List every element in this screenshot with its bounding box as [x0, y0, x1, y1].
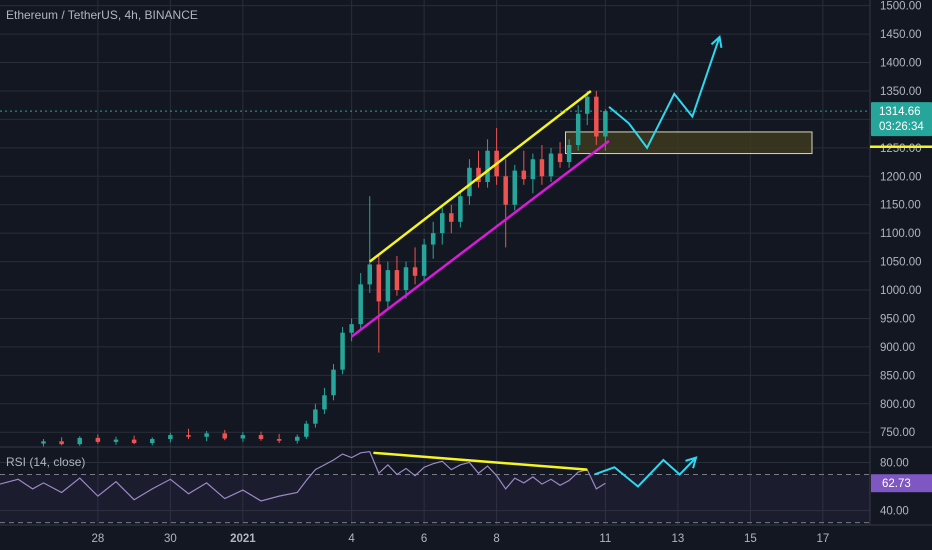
rsi-tick-label: 80.00	[880, 457, 909, 469]
price-tick-label: 950.00	[880, 313, 915, 325]
candle-body	[394, 270, 400, 291]
candle-body	[603, 111, 608, 137]
candle-body	[240, 435, 246, 439]
price-tick-label: 1150.00	[880, 200, 921, 212]
rsi-band-fill	[0, 474, 870, 523]
candle-body	[41, 441, 46, 444]
candle-body	[358, 284, 363, 325]
forecast-path	[608, 36, 721, 150]
candle-body	[322, 395, 327, 410]
candle-body	[304, 423, 309, 437]
candle-body	[77, 437, 82, 445]
candle-body	[412, 267, 418, 276]
time-tick-label: 11	[599, 533, 611, 545]
candle-body	[557, 153, 563, 163]
candle-body	[548, 153, 554, 177]
candle-body	[150, 439, 155, 444]
candle-body	[331, 369, 336, 396]
price-tick-label: 900.00	[880, 342, 915, 354]
time-tick-label: 8	[493, 533, 499, 545]
price-tick-label: 750.00	[880, 427, 915, 439]
price-tick-label: 1500.00	[880, 1, 922, 13]
price-tick-label: 1000.00	[880, 285, 922, 297]
price-tick-label: 1350.00	[880, 86, 922, 98]
candle-body	[503, 176, 508, 205]
candle-body	[376, 264, 382, 302]
candle-body	[449, 213, 454, 222]
rsi-value-label-bg	[871, 474, 932, 493]
time-tick-label: 17	[816, 533, 829, 545]
candle-body	[168, 435, 173, 440]
candle-body	[403, 267, 409, 291]
candle-body	[186, 435, 191, 437]
rsi-value-label: 62.73	[882, 478, 911, 490]
candle-body	[204, 433, 209, 437]
forecast-arrowhead	[710, 34, 723, 48]
price-tick-label: 1450.00	[880, 29, 922, 41]
candle-body	[349, 324, 354, 333]
price-tick-label: 1050.00	[880, 257, 922, 269]
candle-body	[566, 145, 572, 163]
price-tick-label: 850.00	[880, 370, 915, 382]
time-tick-label: 2021	[230, 533, 256, 545]
candle-body	[430, 233, 436, 245]
candle-body	[95, 437, 101, 442]
candle-body	[367, 264, 372, 285]
price-tick-label: 800.00	[880, 399, 915, 411]
candle-body	[530, 159, 536, 180]
candle-body	[585, 96, 590, 114]
time-tick-label: 4	[348, 533, 355, 545]
candle-body	[131, 439, 137, 444]
symbol-legend: Ethereum / TetherUS, 4h, BINANCE	[6, 8, 198, 22]
price-tick-label: 1400.00	[880, 58, 922, 70]
time-tick-label: 15	[744, 533, 757, 545]
candle-body	[385, 270, 391, 302]
time-tick-label: 30	[164, 533, 177, 545]
rsi-divergence-line	[373, 451, 588, 471]
rsi-tick-label: 40.00	[880, 506, 909, 518]
candle-body	[485, 150, 490, 182]
last-price-label: 1314.66	[879, 106, 921, 118]
candle-body	[295, 436, 300, 441]
candle-body	[313, 409, 318, 424]
rsi-forecast-arrowhead	[685, 456, 698, 469]
candle-body	[59, 441, 64, 445]
price-tick-label: 1100.00	[880, 228, 921, 240]
channel-lower-line	[350, 140, 610, 338]
time-tick-label: 13	[671, 533, 684, 545]
rsi-line	[0, 450, 606, 502]
candle-body	[521, 170, 527, 180]
candle-body	[440, 213, 445, 234]
candle-body	[458, 196, 463, 222]
rsi-forecast-path	[594, 456, 697, 488]
candle-body	[575, 113, 581, 146]
candle-body	[476, 167, 481, 182]
candle-body	[276, 439, 282, 441]
channel-upper-line	[368, 90, 592, 263]
price-tick-label: 1200.00	[880, 171, 922, 183]
candle-body	[594, 96, 599, 137]
candle-body	[421, 244, 427, 276]
candle-body	[512, 170, 517, 205]
time-tick-label: 6	[421, 533, 427, 545]
price-tick-label: 1250.00	[880, 143, 922, 155]
demand-zone-box	[565, 131, 813, 155]
candle-body	[113, 439, 119, 442]
time-tick-label: 28	[91, 533, 104, 545]
candle-body	[258, 435, 264, 440]
countdown-label: 03:26:34	[879, 121, 924, 133]
candle-body	[539, 159, 545, 177]
candle-body	[467, 167, 472, 197]
last-price-label-bg	[871, 102, 932, 137]
candle-body	[222, 433, 227, 439]
candle-body	[340, 332, 345, 370]
rsi-legend: RSI (14, close)	[6, 455, 86, 469]
